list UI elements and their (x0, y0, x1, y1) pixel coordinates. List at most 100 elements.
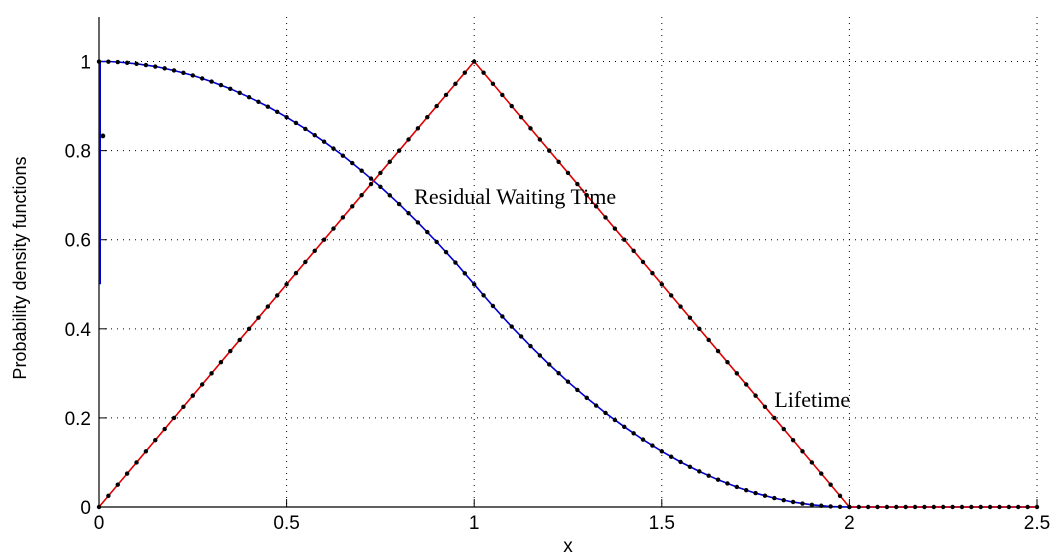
lifetime-sample-point (687, 315, 693, 320)
lifetime-sample-point (425, 115, 430, 120)
residual-sample-point (903, 504, 908, 510)
residual-sample-point (950, 504, 955, 510)
lifetime-sample-point (171, 415, 177, 421)
lifetime-sample-point (612, 226, 618, 231)
residual-sample-point (153, 64, 158, 69)
residual-sample-point (275, 109, 280, 114)
lifetime-sample-point (237, 337, 242, 343)
residual-sample-point (284, 115, 289, 120)
y-tick-label: 0.8 (65, 142, 91, 163)
lifetime-sample-point (725, 360, 730, 365)
lifetime-sample-point (575, 181, 580, 187)
lifetime-sample-point (772, 415, 777, 421)
y-tick-label: 1 (80, 53, 91, 74)
lifetime-sample-point (321, 237, 327, 242)
residual-sample-point (837, 504, 843, 510)
residual-sample-point (640, 437, 646, 442)
residual-sample-point (472, 282, 477, 287)
lifetime-sample-point (556, 159, 561, 164)
lifetime-sample-point (462, 70, 468, 75)
residual-sample-point (406, 210, 411, 216)
residual-sample-point (518, 334, 524, 339)
lifetime-sample-point (115, 482, 120, 487)
lifetime-sample-point (359, 192, 364, 198)
tick-labels: 0 0.5 1 1.5 2 2.5 0 0.2 0.4 0.6 0.8 1 (65, 53, 1051, 534)
lifetime-sample-point (528, 126, 533, 131)
lifetime-sample-point (584, 192, 589, 198)
residual-sample-point (321, 139, 327, 144)
residual-sample-point (509, 324, 514, 329)
residual-sample-point (725, 481, 730, 486)
lifetime-sample-point (509, 103, 514, 109)
residual-sample-point (303, 126, 308, 132)
lifetime-sample-point (565, 170, 571, 176)
lifetime-sample-point (275, 293, 280, 298)
residual-sample-point (969, 504, 974, 510)
lifetime-sample-point (209, 371, 214, 376)
lifetime-sample-point (350, 204, 355, 209)
lifetime-sample-point (603, 215, 608, 220)
residual-sample-point (697, 469, 702, 474)
residual-sample-point (528, 343, 533, 349)
residual-sample-point (547, 362, 552, 367)
lifetime-sample-point (547, 148, 552, 153)
lifetime-sample-point (265, 304, 271, 309)
lifetime-sample-point (293, 270, 299, 276)
residual-sample-point (828, 504, 833, 509)
residual-sample-point (1006, 504, 1012, 510)
residual-sample-point (959, 504, 965, 510)
residual-sample-point (744, 487, 749, 493)
lifetime-sample-point (303, 259, 308, 265)
residual-sample-point (865, 504, 871, 510)
residual-sample-point (884, 504, 890, 510)
x-tick-label: 0 (94, 513, 105, 534)
lifetime-sample-point (715, 348, 721, 354)
lifetime-sample-point (228, 348, 233, 354)
lifetime-sample-point (622, 237, 627, 242)
residual-sample-point (350, 160, 355, 166)
lifetime-sample-point (96, 504, 102, 510)
residual-sample-point (199, 76, 205, 81)
lifetime-sample-point (256, 315, 261, 320)
lifetime-sample-point (734, 371, 740, 376)
lifetime-sample-point (415, 126, 421, 131)
residual-sample-point (218, 82, 224, 88)
lifetime-sample-point (500, 92, 505, 98)
lifetime-sample-point (809, 460, 815, 465)
x-tick-label: 2.5 (1024, 513, 1050, 534)
residual-sample-point (612, 417, 618, 423)
residual-sample-point (819, 503, 824, 508)
residual-sample-point (443, 249, 449, 255)
x-axis-label: x (563, 536, 573, 555)
residual-sample-point (293, 120, 299, 126)
lifetime-sample-point (106, 493, 111, 499)
residual-sample-point (603, 410, 608, 416)
residual-sample-point (181, 70, 186, 76)
residual-sample-point (415, 220, 421, 225)
lifetime-sample-point (847, 504, 852, 510)
residual-sample-point (246, 94, 252, 100)
residual-sample-point (190, 73, 195, 78)
lifetime-sample-point (744, 382, 749, 387)
lifetime-sample-point (640, 259, 646, 265)
lifetime-sample-point (387, 159, 392, 164)
lifetime-sample-point (659, 282, 664, 287)
residual-sample-point (650, 443, 655, 448)
lifetime-sample-point (443, 92, 449, 98)
lifetime-sample-point (199, 382, 205, 387)
residual-sample-point (556, 371, 561, 376)
lifetime-sample-point (762, 404, 768, 409)
lifetime-sample-point (246, 326, 252, 332)
residual-sample-point (162, 66, 167, 71)
residual-sample-point (481, 293, 486, 298)
residual-sample-point (462, 271, 468, 276)
residual-sample-point (631, 431, 636, 436)
series-residual-waiting-time-line (99, 60, 1037, 508)
lifetime-sample-point (697, 326, 702, 332)
lifetime-sample-point (406, 137, 411, 142)
lifetime-sample-point (472, 59, 477, 64)
lifetime-sample-point (143, 449, 149, 454)
lifetime-sample-point (284, 282, 289, 287)
residual-sample-point (912, 504, 918, 510)
lifetime-sample-point (800, 449, 805, 454)
